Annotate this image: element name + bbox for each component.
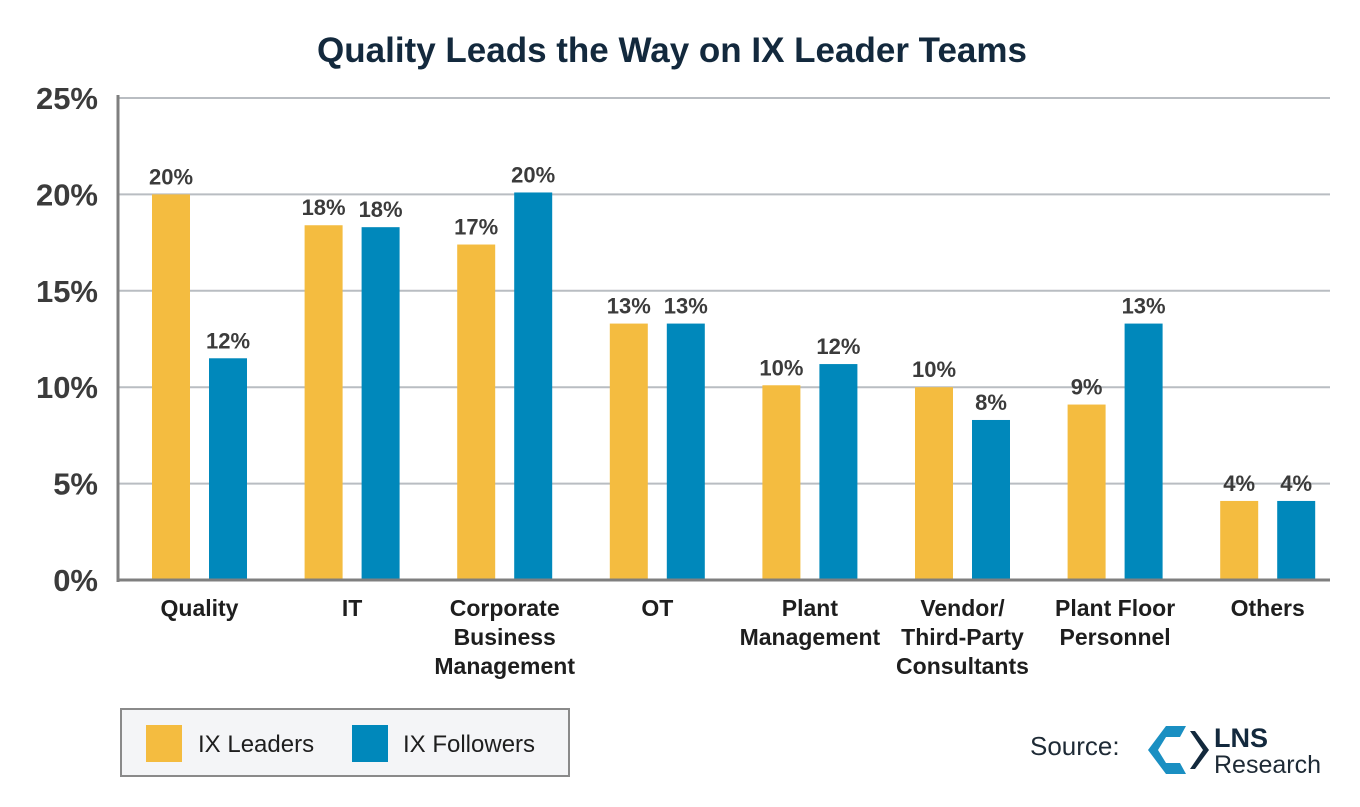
- x-category-label: Business: [454, 624, 556, 650]
- y-tick-label: 0%: [53, 563, 98, 598]
- logo-research: Research: [1214, 751, 1321, 779]
- bar-leaders: [457, 244, 496, 580]
- x-category-label: Personnel: [1059, 624, 1170, 650]
- data-label: 13%: [607, 294, 651, 319]
- bar-followers: [1277, 500, 1316, 580]
- data-label: 9%: [1071, 375, 1103, 400]
- x-category-label: Others: [1231, 595, 1305, 621]
- x-category-label: Quality: [161, 595, 239, 621]
- source-label: Source:: [1030, 731, 1120, 761]
- bar-followers: [666, 323, 705, 580]
- x-category-label: IT: [342, 595, 362, 621]
- x-category-label: Vendor/: [920, 595, 1005, 621]
- x-category-label: Plant: [782, 595, 839, 621]
- x-category-label: Corporate: [450, 595, 560, 621]
- data-label: 12%: [206, 328, 250, 353]
- y-tick-label: 5%: [53, 467, 98, 502]
- bar-leaders: [304, 225, 343, 581]
- data-label: 20%: [149, 164, 193, 189]
- bar-leaders: [1220, 500, 1259, 580]
- data-label: 8%: [975, 390, 1007, 415]
- x-category-label: OT: [641, 595, 673, 621]
- bar-followers: [209, 358, 247, 580]
- y-tick-label: 25%: [36, 81, 98, 116]
- data-label: 10%: [759, 355, 803, 380]
- logo-lns: LNS: [1214, 723, 1268, 753]
- x-category-label: Third-Party: [901, 624, 1024, 650]
- bar-followers: [361, 227, 400, 580]
- data-label: 20%: [511, 162, 555, 187]
- bar-leaders: [762, 385, 801, 580]
- x-category-label: Plant Floor: [1055, 595, 1175, 621]
- x-category-label: Management: [740, 624, 881, 650]
- data-label: 18%: [359, 197, 403, 222]
- bar-followers: [972, 419, 1010, 580]
- y-tick-label: 20%: [36, 177, 98, 212]
- bar-leaders: [609, 323, 648, 580]
- bar-followers: [514, 192, 553, 581]
- bar-leaders: [1067, 404, 1106, 580]
- legend-swatch: [352, 725, 388, 762]
- x-category-label: Consultants: [896, 653, 1029, 679]
- data-label: 13%: [1122, 294, 1166, 319]
- chart-title: Quality Leads the Way on IX Leader Teams: [317, 31, 1027, 70]
- legend-label: IX Followers: [403, 731, 535, 758]
- x-category-label: Management: [434, 653, 575, 679]
- data-label: 13%: [664, 294, 708, 319]
- bar-followers: [819, 364, 858, 580]
- source: Source: LNS Research: [1030, 723, 1321, 779]
- bar-leaders: [152, 194, 190, 580]
- legend-swatch: [146, 725, 182, 762]
- lns-logo: LNS Research: [1148, 723, 1321, 779]
- data-label: 10%: [912, 357, 956, 382]
- data-label: 12%: [816, 334, 860, 359]
- bar-leaders: [915, 387, 953, 580]
- data-label: 4%: [1280, 471, 1312, 496]
- data-label: 4%: [1223, 471, 1255, 496]
- y-tick-label: 10%: [36, 370, 98, 405]
- bar-followers: [1124, 323, 1163, 580]
- data-label: 17%: [454, 215, 498, 240]
- legend-label: IX Leaders: [198, 731, 314, 758]
- legend-box: [120, 708, 570, 777]
- y-tick-label: 15%: [36, 274, 98, 309]
- data-label: 18%: [302, 195, 346, 220]
- legend: IX Leaders IX Followers: [120, 708, 570, 777]
